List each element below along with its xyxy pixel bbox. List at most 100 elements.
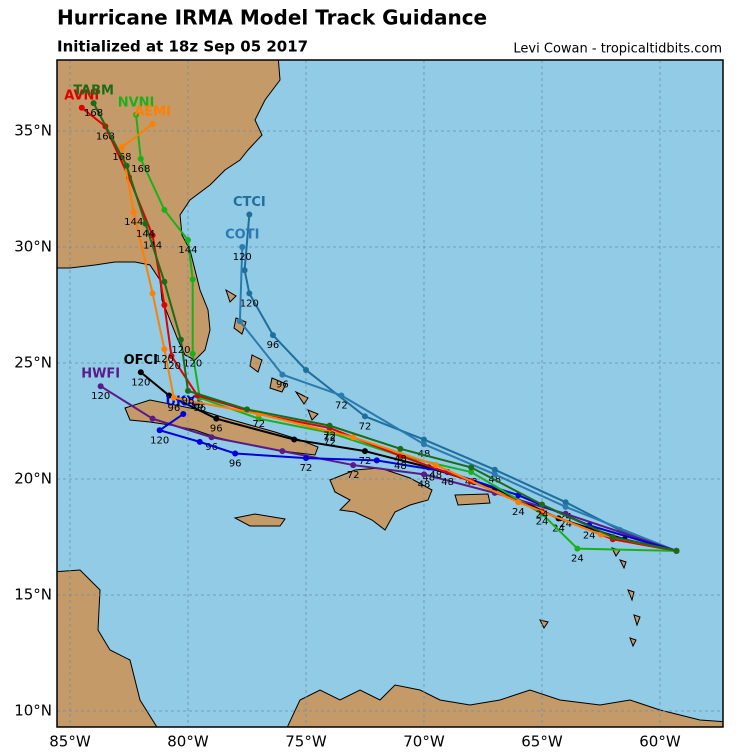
- y-tick-label: 25°N: [14, 353, 52, 371]
- forecast-hour: 72: [347, 470, 360, 481]
- track-point: [326, 422, 333, 429]
- track-point: [246, 211, 253, 218]
- track-point: [142, 220, 149, 227]
- track-point: [236, 318, 243, 325]
- forecast-hour: 72: [323, 438, 336, 449]
- forecast-hour: 72: [359, 456, 372, 467]
- forecast-hour: 24: [536, 510, 549, 521]
- forecast-hour: 120: [131, 377, 150, 388]
- track-point: [279, 371, 286, 378]
- track-line: [238, 246, 677, 552]
- forecast-hour: 168: [96, 131, 115, 142]
- x-tick-label: 75°W: [285, 733, 327, 751]
- forecast-hour: 72: [335, 400, 348, 411]
- forecast-hour: 120: [91, 391, 110, 402]
- track-point: [161, 206, 168, 213]
- track-point: [468, 464, 475, 471]
- track-point: [246, 290, 253, 297]
- forecast-hour: 120: [150, 435, 169, 446]
- track-point: [302, 366, 309, 373]
- forecast-hour: 48: [422, 472, 435, 483]
- track-point: [538, 501, 545, 508]
- y-tick-label: 20°N: [14, 469, 52, 487]
- track-point: [168, 353, 175, 360]
- track-point: [161, 301, 168, 308]
- forecast-hour: 96: [193, 403, 206, 414]
- forecast-hour: 120: [155, 354, 174, 365]
- forecast-hour: 48: [441, 477, 454, 488]
- x-tick-label: 85°W: [49, 733, 91, 751]
- track-point: [170, 394, 177, 401]
- forecast-hour: 48: [394, 454, 407, 465]
- land: [57, 60, 723, 727]
- forecast-hour: 96: [210, 424, 223, 435]
- forecast-hour: 72: [323, 431, 336, 442]
- track-point: [609, 533, 616, 540]
- track-point: [189, 350, 196, 357]
- title: Hurricane IRMA Model Track Guidance: [57, 6, 487, 30]
- track-point: [149, 415, 156, 422]
- forecast-hour: 24: [583, 530, 596, 541]
- forecast-hour: 96: [276, 380, 289, 391]
- track-point: [491, 471, 498, 478]
- credit: Levi Cowan - tropicaltidbits.com: [513, 42, 722, 57]
- forecast-hour: 168: [84, 108, 103, 119]
- track-point: [161, 346, 168, 353]
- track-point: [149, 232, 156, 239]
- track-point: [291, 436, 298, 443]
- forecast-hour: 24: [571, 554, 584, 565]
- forecast-hour: 48: [429, 470, 442, 481]
- track-point: [373, 457, 380, 464]
- track-point: [420, 471, 427, 478]
- forecast-hour: 144: [136, 229, 155, 240]
- track-point: [232, 450, 239, 457]
- forecast-hour: 72: [359, 421, 372, 432]
- x-tick-label: 70°W: [403, 733, 445, 751]
- track-point: [166, 392, 173, 399]
- track-point: [97, 383, 104, 390]
- track-point: [350, 434, 357, 441]
- forecast-hour: 72: [300, 463, 313, 474]
- track-point: [189, 276, 196, 283]
- track-point: [123, 162, 130, 169]
- forecast-hour: 96: [191, 400, 204, 411]
- track-point: [161, 278, 168, 285]
- forecast-hour: 48: [418, 479, 431, 490]
- model-label: AEMI: [134, 105, 171, 120]
- model-label: HWFI: [81, 367, 120, 382]
- track-point: [156, 427, 163, 434]
- forecast-hour: 72: [323, 433, 336, 444]
- track-point: [491, 466, 498, 473]
- forecast-hour: 144: [178, 245, 197, 256]
- forecast-hour: 24: [559, 512, 572, 523]
- forecast-hour: 120: [240, 298, 259, 309]
- track-point: [420, 441, 427, 448]
- track-point: [241, 267, 248, 274]
- track-point: [673, 547, 680, 554]
- map-frame: [56, 59, 724, 728]
- tracks: 487296120CTCI24487296120COTI24487296120O…: [64, 84, 680, 565]
- forecast-hour: 96: [205, 442, 218, 453]
- x-tick-label: 65°W: [521, 733, 563, 751]
- track-point: [468, 469, 475, 476]
- forecast-hour: 24: [536, 516, 549, 527]
- track-point: [137, 155, 144, 162]
- track-point: [420, 436, 427, 443]
- track-point: [118, 144, 125, 151]
- forecast-hour: 96: [182, 396, 195, 407]
- track-point: [574, 545, 581, 552]
- forecast-hour: 96: [229, 458, 242, 469]
- track-point: [302, 455, 309, 462]
- y-tick-label: 35°N: [14, 121, 52, 139]
- forecast-hour: 144: [124, 217, 143, 228]
- forecast-hour: 48: [394, 461, 407, 472]
- forecast-hour: 96: [167, 403, 180, 414]
- model-label: NVNI: [118, 95, 155, 110]
- x-tick-label: 80°W: [167, 733, 209, 751]
- track-point: [562, 503, 569, 510]
- x-tick-label: 60°W: [639, 733, 681, 751]
- axis-labels: 85°W 80°W 75°W 70°W 65°W 60°W 10°N 15°N 20°N 25°N…: [14, 121, 681, 750]
- track-point: [279, 448, 286, 455]
- track-point: [208, 434, 215, 441]
- y-tick-label: 30°N: [14, 237, 52, 255]
